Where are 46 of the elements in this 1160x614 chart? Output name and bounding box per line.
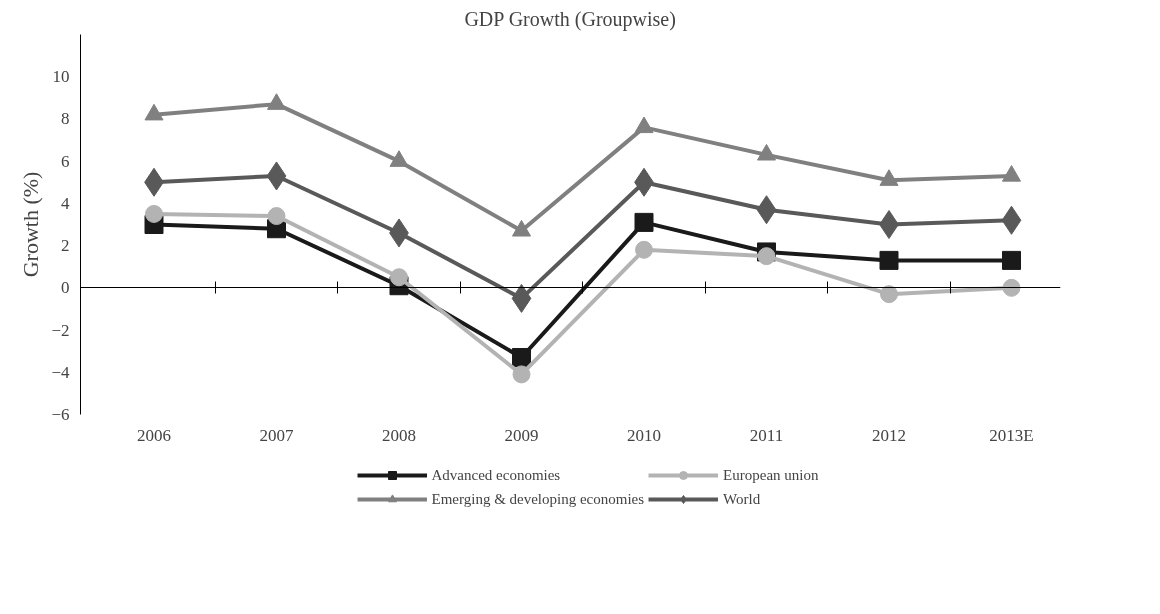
y-tick-label: 2 bbox=[61, 236, 70, 256]
x-tick-label: 2010 bbox=[627, 425, 661, 445]
point bbox=[267, 207, 286, 226]
point bbox=[635, 240, 653, 259]
y-tick-label: 8 bbox=[61, 109, 70, 129]
y-tick-label: −4 bbox=[51, 362, 70, 382]
y-axis-title: Growth (%) bbox=[18, 171, 44, 278]
point bbox=[267, 93, 286, 110]
point bbox=[145, 204, 163, 223]
x-tick-label: 2012 bbox=[872, 425, 906, 445]
x-tick-label: 2006 bbox=[137, 425, 171, 445]
legend-label: Advanced economies bbox=[431, 466, 561, 484]
point bbox=[512, 348, 531, 367]
y-tick-label: 0 bbox=[61, 278, 70, 298]
point bbox=[389, 150, 409, 167]
point bbox=[880, 285, 898, 304]
point bbox=[757, 247, 776, 266]
y-tick-label: 6 bbox=[61, 151, 70, 171]
legend-label: European union bbox=[723, 466, 819, 484]
point bbox=[512, 365, 531, 384]
point bbox=[634, 116, 654, 134]
point bbox=[1002, 165, 1021, 182]
point bbox=[879, 250, 899, 270]
point bbox=[1001, 205, 1022, 235]
y-tick-label: 4 bbox=[61, 193, 70, 213]
x-tick-label: 2007 bbox=[259, 425, 294, 445]
x-tick-label: 2013E bbox=[989, 425, 1034, 445]
x-tick-label: 2008 bbox=[382, 425, 416, 445]
y-tick-label: 10 bbox=[52, 67, 70, 87]
legend-label: Emerging & developing economies bbox=[431, 490, 645, 508]
point bbox=[757, 143, 776, 161]
point bbox=[390, 268, 408, 287]
x-tick-label: 2009 bbox=[504, 425, 539, 445]
point bbox=[266, 161, 287, 191]
point bbox=[756, 195, 777, 225]
point bbox=[144, 103, 164, 121]
point bbox=[1002, 278, 1021, 297]
point bbox=[511, 283, 532, 313]
legend-label: World bbox=[723, 490, 761, 508]
point bbox=[879, 169, 899, 186]
point bbox=[634, 212, 654, 232]
point bbox=[1002, 250, 1021, 270]
y-tick-label: −2 bbox=[51, 320, 70, 340]
chart-title: GDP Growth (Groupwise) bbox=[464, 7, 676, 31]
y-tick-label: −6 bbox=[51, 405, 70, 424]
x-tick-label: 2011 bbox=[749, 425, 784, 445]
